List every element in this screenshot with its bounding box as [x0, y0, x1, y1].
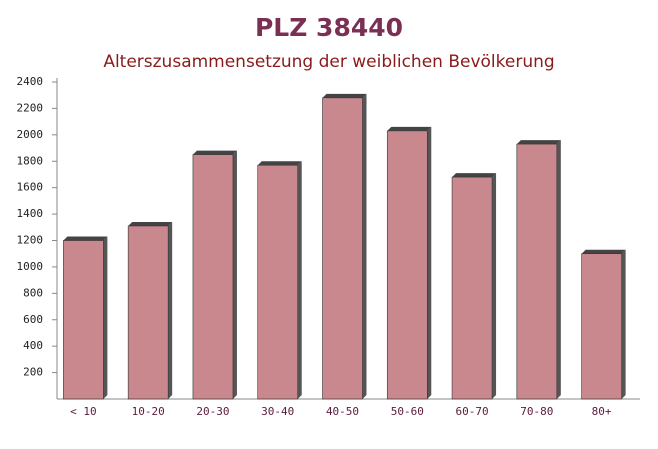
bar-shadow [492, 173, 497, 399]
bar [127, 225, 169, 400]
x-tick-label: 40-50 [326, 405, 359, 418]
bar [192, 154, 234, 400]
bar-shadow [128, 221, 173, 226]
y-tick-label: 200 [23, 366, 43, 379]
bar-shadow [103, 236, 108, 399]
bar-shadow [427, 126, 432, 399]
bar-shadow [297, 161, 302, 399]
chart-title: PLZ 38440 [255, 13, 403, 42]
bar-shadow [168, 221, 173, 399]
bar-shadow [322, 93, 367, 98]
bar-shadow [257, 161, 302, 166]
bar-shadow [192, 150, 237, 155]
bar-shadow [581, 249, 626, 254]
bar-shadow [232, 150, 237, 399]
chart-subtitle: Alterszusammensetzung der weiblichen Bev… [103, 52, 554, 72]
bar [581, 253, 622, 400]
bar [63, 240, 104, 400]
bar-shadow [516, 140, 561, 145]
bar-shadow [63, 236, 108, 241]
bar [451, 176, 493, 400]
x-tick-label: 30-40 [261, 405, 294, 418]
x-tick-label: 20-30 [196, 405, 229, 418]
bar [516, 143, 558, 400]
x-tick-label: 80+ [592, 405, 612, 418]
x-tick-label: < 10 [70, 405, 97, 418]
y-tick-label: 1400 [17, 207, 44, 220]
bar [322, 97, 363, 400]
x-tick-label: 70-80 [520, 405, 553, 418]
y-tick-label: 1800 [17, 154, 44, 167]
x-tick-label: 50-60 [391, 405, 424, 418]
y-tick-label: 1600 [17, 181, 44, 194]
bar [257, 164, 299, 400]
y-tick-label: 1000 [17, 260, 44, 273]
x-tick-label: 60-70 [455, 405, 488, 418]
y-tick-label: 600 [23, 313, 43, 326]
bar-shadow [362, 93, 367, 399]
bar-shadow [621, 249, 626, 399]
bar-shadow [452, 173, 497, 178]
y-tick-label: 800 [23, 286, 43, 299]
y-tick-label: 400 [23, 339, 43, 352]
y-tick-label: 2000 [17, 128, 44, 141]
bar [386, 130, 428, 400]
y-tick-label: 1200 [17, 234, 44, 247]
y-tick-label: 2400 [17, 75, 44, 88]
x-tick-label: 10-20 [132, 405, 165, 418]
bar-shadow [387, 126, 432, 131]
y-tick-label: 2200 [17, 101, 44, 114]
bar-shadow [556, 140, 561, 399]
